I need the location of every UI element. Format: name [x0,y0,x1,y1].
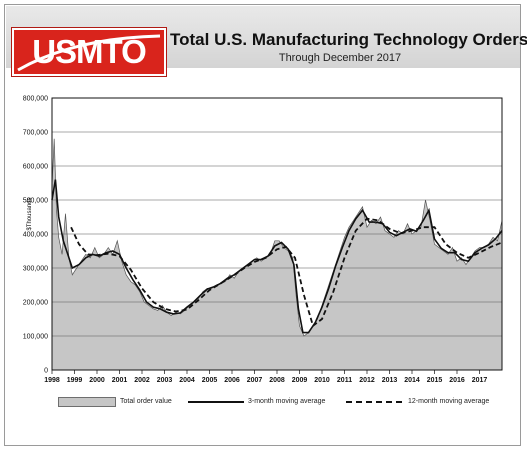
x-tick-label: 2010 [314,377,330,384]
logo-text: USMTO [32,33,147,70]
x-tick-label: 2015 [427,377,443,384]
legend-line-12month [346,401,402,403]
chart-title: Total U.S. Manufacturing Technology Orde… [170,30,527,49]
y-tick-label: 100,000 [23,334,48,341]
usmto-logo: USMTO [12,28,166,76]
x-tick-label: 2003 [157,377,173,384]
y-tick-label: 600,000 [23,164,48,171]
x-tick-label: 2011 [337,377,352,384]
x-tick-label: 2017 [472,377,488,384]
x-tick-label: 2009 [292,377,308,384]
x-tick-label: 2000 [89,377,105,384]
x-tick-label: 1999 [67,377,83,384]
legend-swatch-total [58,397,116,407]
y-tick-label: 300,000 [23,266,48,273]
x-tick-label: 2002 [134,377,150,384]
x-tick-label: 2016 [449,377,465,384]
x-tick-label: 2006 [224,377,240,384]
chart-subtitle: Through December 2017 [278,52,402,64]
x-tick-label: 2014 [404,377,420,384]
x-tick-label: 2008 [269,377,285,384]
y-tick-label: 700,000 [23,130,48,137]
plot-border [51,97,503,371]
y-tick-label: 400,000 [23,232,48,239]
x-tick-label: 2004 [179,377,195,384]
legend-line-3month [188,401,244,403]
legend-label-total: Total order value [120,398,172,405]
y-axis-label: $Thousands [27,197,33,230]
x-tick-label: 2007 [247,377,263,384]
x-tick-label: 2001 [112,377,128,384]
x-tick-label: 2012 [359,377,375,384]
y-tick-label: 200,000 [23,300,48,307]
x-tick-label: 1998 [44,377,60,384]
x-tick-label: 2013 [382,377,398,384]
legend-label-12month: 12-month moving average [408,398,490,405]
series-total-order-value [51,138,503,371]
series-3-month-moving-average [51,179,503,334]
logo-swoosh-icon [17,34,161,72]
y-tick-label: 500,000 [23,198,48,205]
x-tick-label: 2005 [202,377,218,384]
y-tick-label: 0 [44,368,48,375]
legend-label-3month: 3-month moving average [248,398,326,405]
y-tick-label: 800,000 [23,96,48,103]
